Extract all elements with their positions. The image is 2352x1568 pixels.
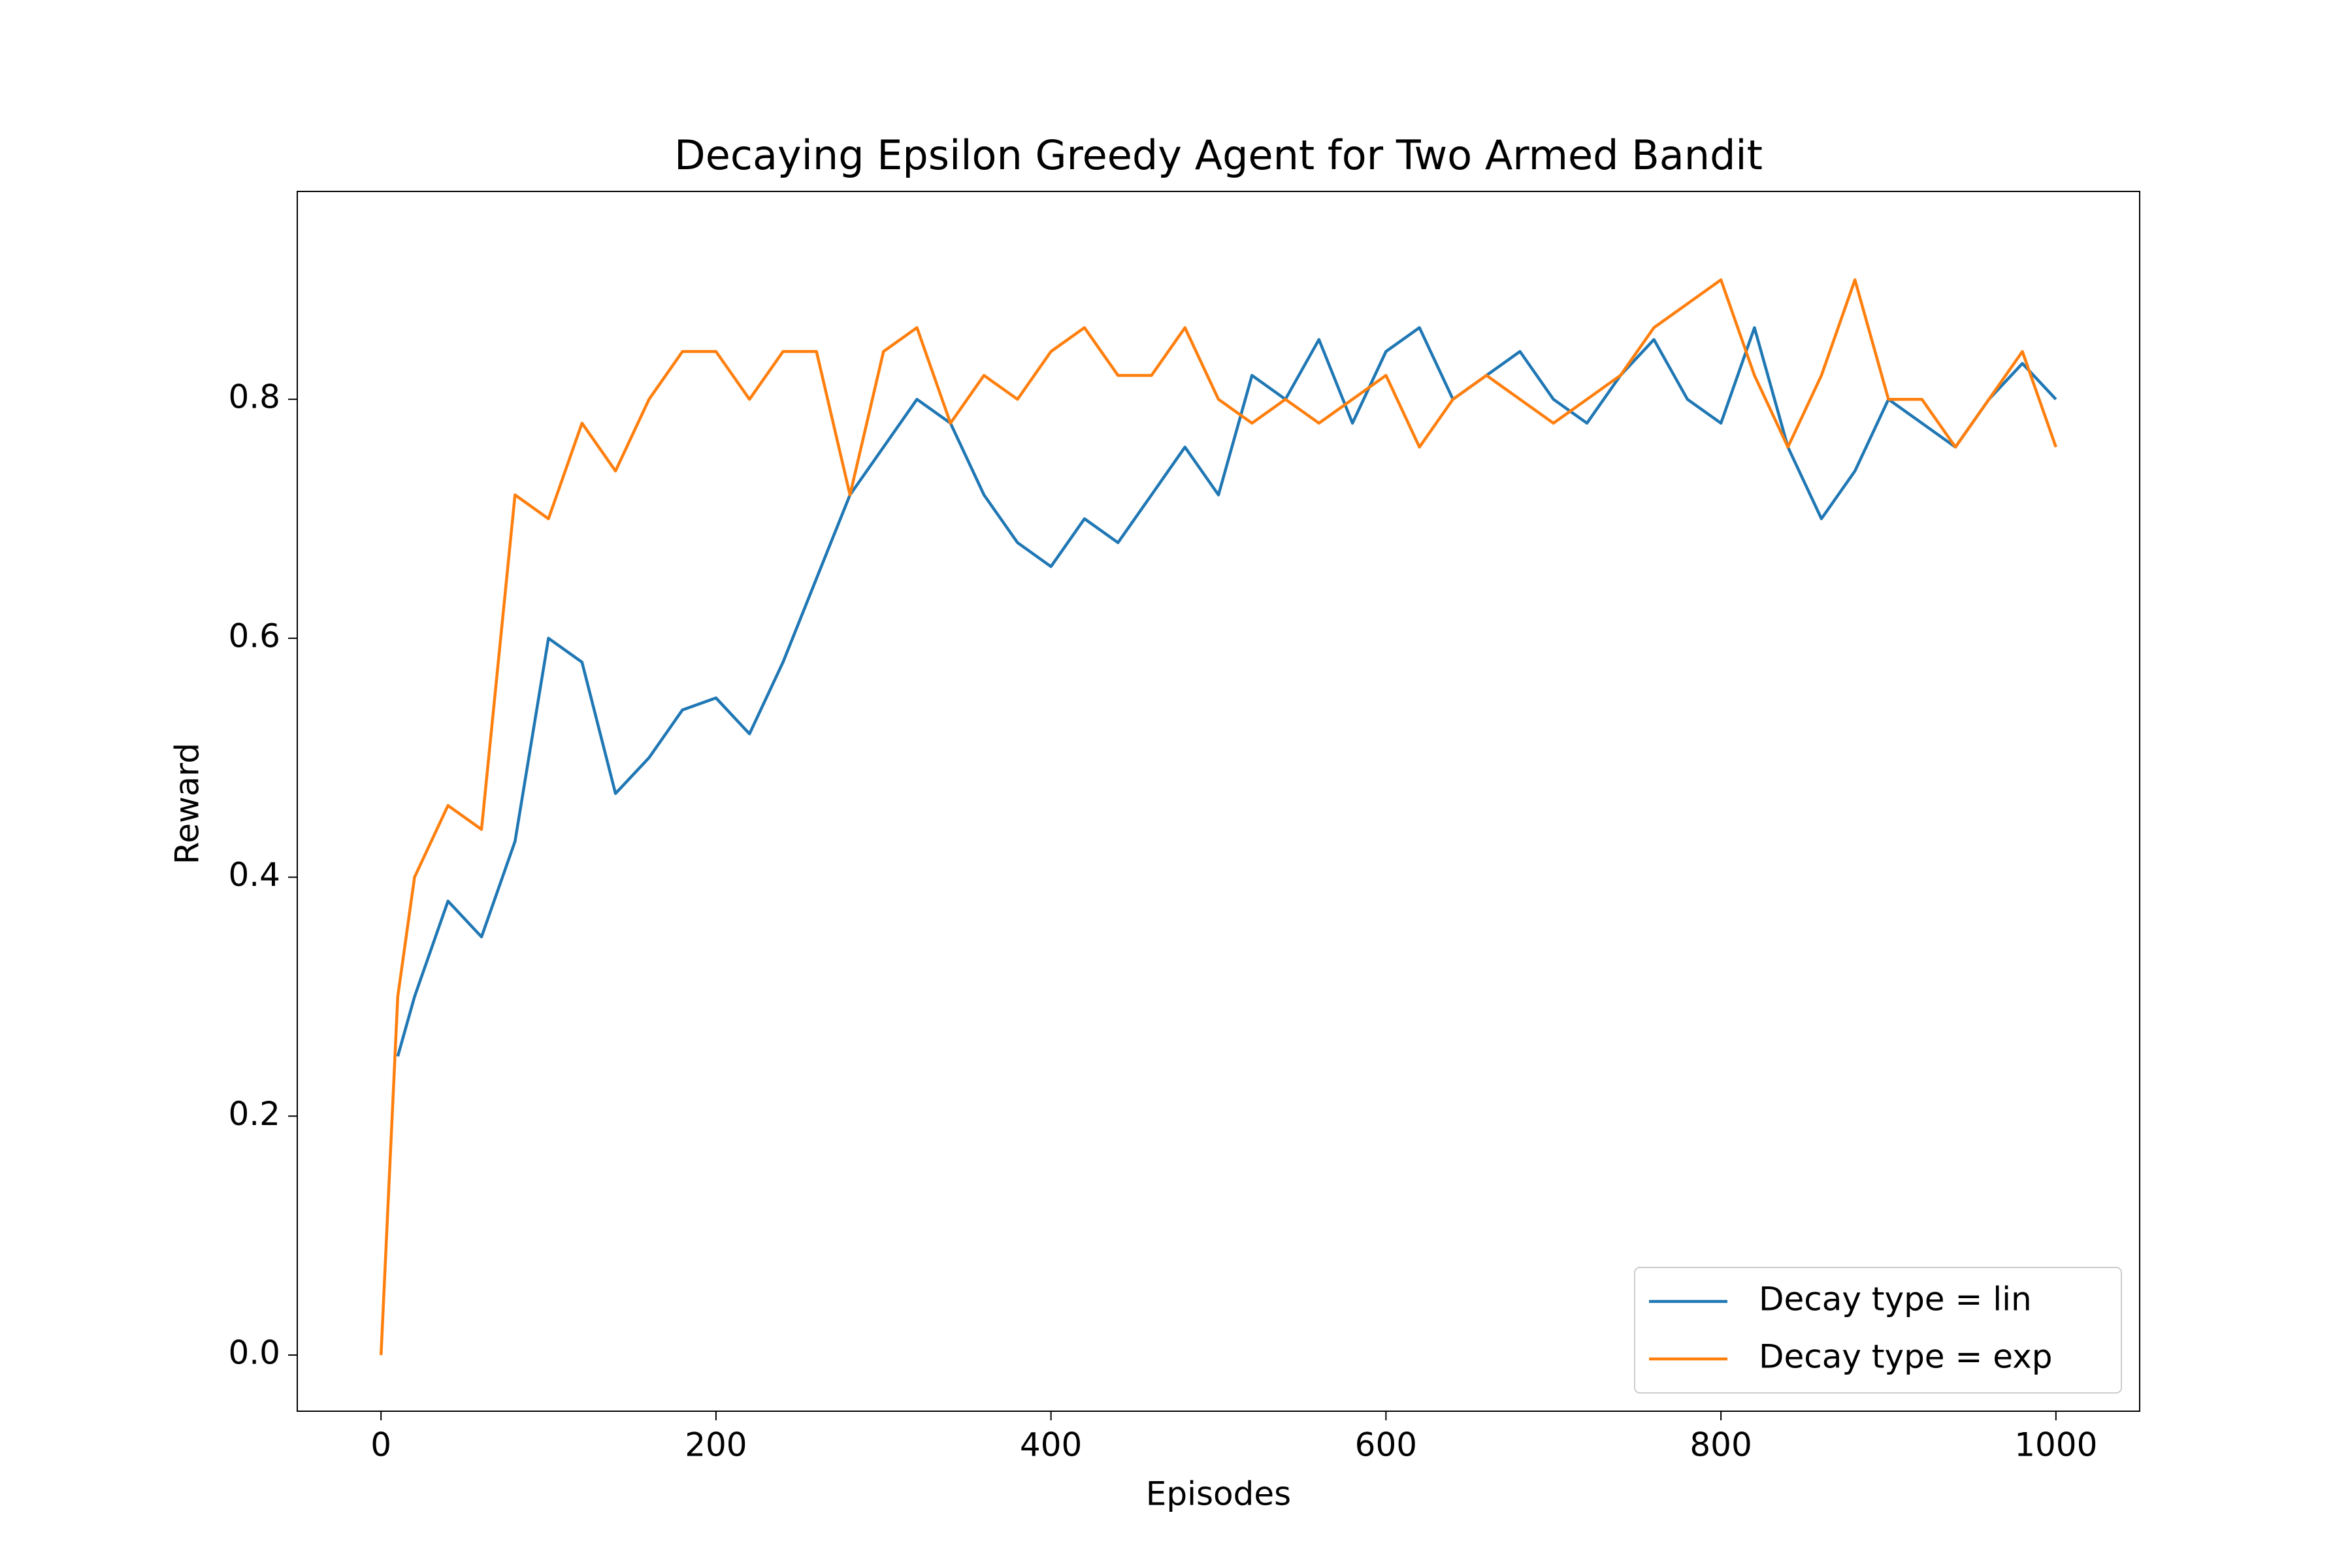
x-tick-label: 400: [1020, 1426, 1082, 1464]
series-line: [379, 278, 2057, 1356]
x-tick-label: 0: [370, 1426, 391, 1464]
legend-label: Decay type = lin: [1759, 1281, 2032, 1318]
y-tick-label: 0.8: [228, 378, 280, 416]
y-tick-label: 0.6: [228, 617, 280, 655]
legend-label: Decay type = exp: [1759, 1338, 2052, 1376]
y-tick-label: 0.2: [228, 1095, 280, 1133]
legend-box: [1634, 1267, 2122, 1394]
y-axis-label: Reward: [169, 743, 206, 864]
x-axis-label: Episodes: [1146, 1475, 1291, 1513]
y-tick-label: 0.0: [228, 1334, 280, 1372]
plot-frame: [297, 191, 2140, 1412]
x-tick-label: 1000: [2014, 1426, 2097, 1464]
y-tick-label: 0.4: [228, 856, 280, 894]
series-line: [396, 326, 2057, 1057]
x-tick-label: 600: [1355, 1426, 1417, 1464]
chart-title: Decaying Epsilon Greedy Agent for Two Ar…: [674, 131, 1763, 179]
x-tick-label: 800: [1690, 1426, 1752, 1464]
x-tick-label: 200: [685, 1426, 747, 1464]
